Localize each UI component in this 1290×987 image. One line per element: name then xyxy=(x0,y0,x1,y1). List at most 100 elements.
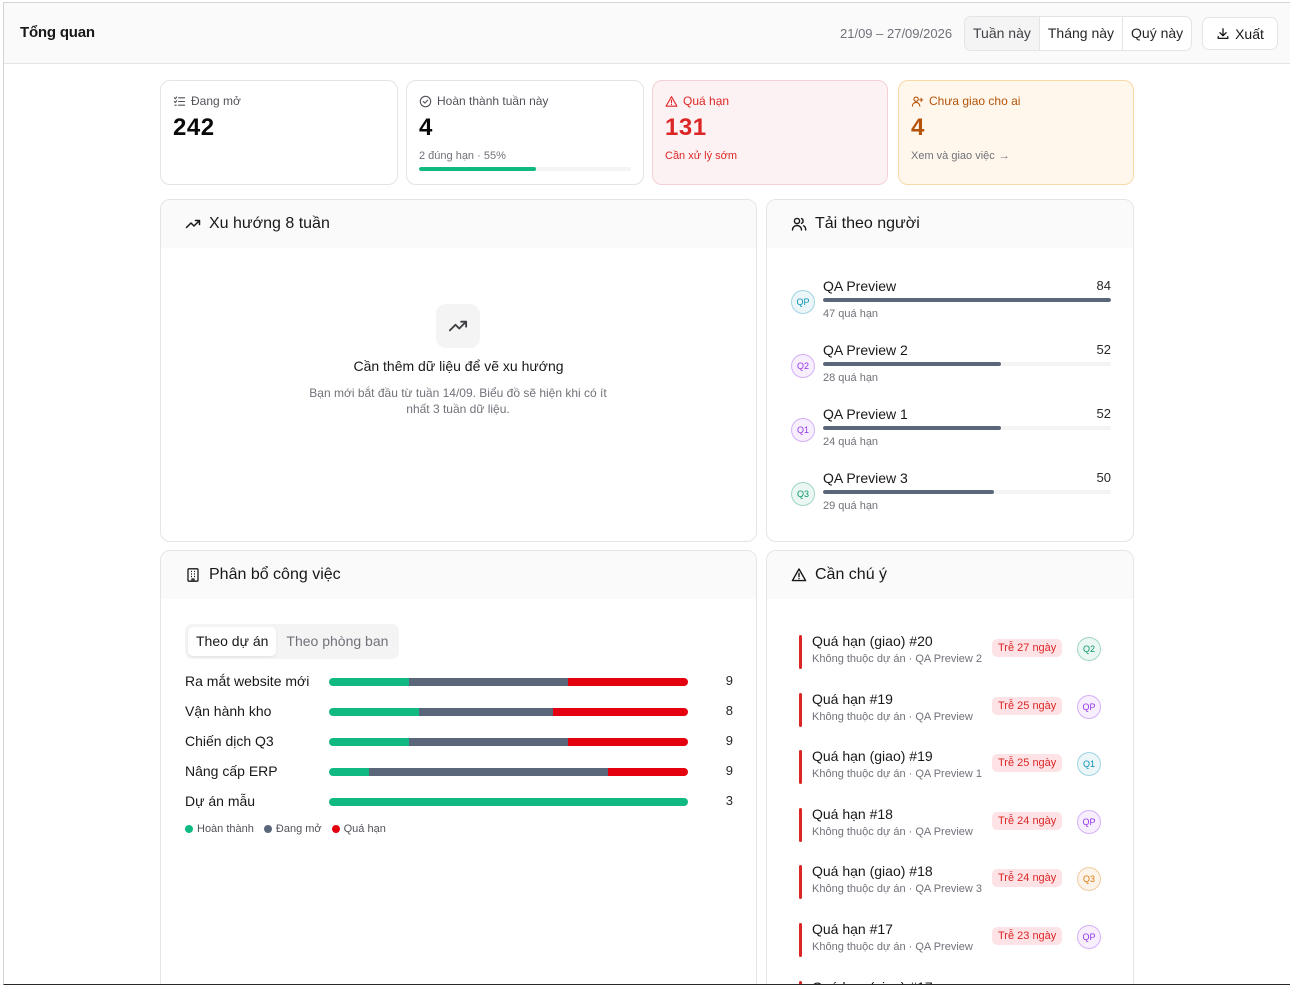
urgency-indicator xyxy=(799,750,802,785)
person-row[interactable]: Q2 QA Preview 2 52 28 quá hạn xyxy=(791,342,1111,398)
attention-item-title: Quá hạn (giao) #18 xyxy=(812,863,933,880)
tab-by-department[interactable]: Theo phòng ban xyxy=(286,633,389,649)
overdue-badge: Trễ 25 ngày xyxy=(992,754,1063,773)
stat-card-unassigned[interactable]: Chưa giao cho ai 4 Xem và giao việc → xyxy=(898,80,1134,185)
attention-item[interactable]: Quá hạn #17 Không thuộc dự án · QA Previe… xyxy=(799,921,1103,957)
attention-item-title: Quá hạn (giao) #19 xyxy=(812,748,933,765)
export-label: Xuất xyxy=(1235,25,1264,42)
bar-segment-overdue xyxy=(568,678,688,686)
stat-card-overdue[interactable]: Quá hạn 131 Cần xử lý sớm xyxy=(652,80,888,185)
distribution-title: Phân bổ công việc xyxy=(209,566,341,583)
person-overdue: 29 quá hạn xyxy=(823,500,879,512)
attention-item-title: Quá hạn #17 xyxy=(812,921,893,937)
urgency-indicator xyxy=(799,865,802,900)
avatar: QP xyxy=(1077,925,1101,949)
attention-item[interactable]: Quá hạn (giao) #19 Không thuộc dự án · QA… xyxy=(799,748,1103,785)
distribution-tabs: Theo dự án Theo phòng ban xyxy=(185,624,400,659)
overdue-badge: Trễ 24 ngày xyxy=(992,869,1063,888)
person-row[interactable]: Q3 QA Preview 3 50 29 quá hạn xyxy=(791,470,1111,526)
trend-empty-title: Cần thêm dữ liệu để vẽ xu hướng xyxy=(353,358,564,374)
stat-completed-sub: 2 đúng hạn · 55% xyxy=(419,150,506,162)
attention-item[interactable]: Quá hạn #19 Không thuộc dự án · QA Previe… xyxy=(799,691,1103,727)
user-plus-icon xyxy=(911,95,924,107)
stat-card-completed[interactable]: Hoàn thành tuần này 4 2 đúng hạn · 55% xyxy=(406,80,644,185)
stat-card-open[interactable]: Đang mở 242 xyxy=(160,80,398,185)
stat-unassigned-label: Chưa giao cho ai xyxy=(929,94,1021,108)
person-task-count: 52 xyxy=(1096,342,1111,357)
avatar: Q3 xyxy=(1077,867,1101,892)
period-this-week[interactable]: Tuần này xyxy=(965,17,1039,50)
stat-open-label: Đang mở xyxy=(191,94,241,108)
stacked-bar xyxy=(329,738,688,746)
stat-open-value: 242 xyxy=(173,114,215,141)
legend-label: Đang mở xyxy=(275,823,322,835)
avatar: Q2 xyxy=(791,354,815,378)
tab-by-project[interactable]: Theo dự án xyxy=(188,627,277,656)
distribution-panel: Phân bổ công việc Theo dự án Theo phòng … xyxy=(160,550,757,984)
attention-item[interactable]: Quá hạn (giao) #18 Không thuộc dự án · QA… xyxy=(799,863,1103,900)
legend-dot xyxy=(185,825,193,833)
bar-segment-overdue xyxy=(553,708,688,716)
avatar: Q1 xyxy=(1077,752,1101,777)
assign-link[interactable]: Xem và giao việc → xyxy=(911,150,1121,162)
person-overdue: 47 quá hạn xyxy=(823,308,879,320)
legend-label: Quá hạn xyxy=(343,823,386,835)
distribution-row[interactable]: Nâng cấp ERP 9 xyxy=(185,762,733,782)
stacked-bar xyxy=(329,708,688,716)
stat-overdue-value: 131 xyxy=(665,114,707,141)
attention-item-title: Quá hạn #19 xyxy=(812,690,893,707)
period-this-month[interactable]: Tháng này xyxy=(1038,17,1122,50)
completed-progress-fill xyxy=(419,167,536,171)
trend-empty-description: Bạn mới bắt đầu từ tuần 14/09. Biểu đồ s… xyxy=(309,386,607,416)
person-row[interactable]: QP QA Preview 84 47 quá hạn xyxy=(791,278,1111,334)
person-load-fill xyxy=(823,298,1111,302)
top-bar: Tổng quan 21/09 – 27/09/2026 Tuần này Th… xyxy=(4,3,1290,64)
avatar: QP xyxy=(791,290,815,314)
person-load-fill xyxy=(823,490,995,494)
legend-item: Hoàn thành xyxy=(185,823,254,835)
users-icon xyxy=(791,217,807,231)
attention-item-subtitle: Không thuộc dự án · QA Preview 1 xyxy=(812,768,983,781)
building-icon xyxy=(187,568,199,582)
bar-segment-open xyxy=(408,738,569,746)
period-selector: Tuần này Tháng này Quý này xyxy=(964,16,1193,51)
urgency-indicator xyxy=(799,692,802,727)
trending-up-icon xyxy=(448,320,468,332)
attention-item-subtitle: Không thuộc dự án · QA Preview xyxy=(812,710,973,723)
legend-label: Hoàn thành xyxy=(197,823,254,835)
overdue-badge: Trễ 27 ngày xyxy=(992,639,1063,657)
distribution-row[interactable]: Ra mắt website mới 9 xyxy=(185,672,733,692)
distribution-row[interactable]: Vận hành kho 8 xyxy=(185,702,733,722)
project-name: Vận hành kho xyxy=(185,703,272,719)
distribution-row[interactable]: Dự án mẫu 3 xyxy=(185,792,733,812)
attention-item[interactable]: Quá hạn (giao) #17 xyxy=(799,979,1103,984)
export-button[interactable]: Xuất xyxy=(1202,17,1278,50)
load-panel: Tải theo người QP QA Preview 84 47 quá hạn Q… xyxy=(766,199,1134,542)
attention-item[interactable]: Quá hạn (giao) #20 Không thuộc dự án · QA… xyxy=(799,633,1103,669)
distribution-row[interactable]: Chiến dịch Q3 9 xyxy=(185,732,733,752)
trend-panel: Xu hướng 8 tuần Cần thêm dữ liệu để vẽ x… xyxy=(160,199,757,542)
avatar: QP xyxy=(1077,809,1101,834)
overdue-badge: Trễ 24 ngày xyxy=(992,811,1063,830)
project-total: 8 xyxy=(725,703,733,718)
attention-item-subtitle: Không thuộc dự án · QA Preview xyxy=(812,825,973,838)
trending-up-icon xyxy=(185,219,201,229)
stacked-bar xyxy=(329,798,688,806)
bar-segment-completed xyxy=(329,708,419,716)
legend-item: Đang mở xyxy=(263,823,322,835)
attention-item-subtitle: Không thuộc dự án · QA Preview xyxy=(812,941,973,953)
avatar: Q2 xyxy=(1077,637,1101,661)
list-checks-icon xyxy=(173,95,186,106)
project-total: 9 xyxy=(725,673,733,688)
project-name: Chiến dịch Q3 xyxy=(185,733,274,749)
bar-segment-open xyxy=(408,678,569,686)
trend-title: Xu hướng 8 tuần xyxy=(209,215,330,232)
stat-overdue-sub: Cần xử lý sớm xyxy=(665,150,738,162)
assign-link-label: Xem và giao việc xyxy=(911,150,995,162)
completed-progress-bar xyxy=(419,167,631,171)
attention-item-title: Quá hạn (giao) #17 xyxy=(812,979,933,984)
attention-item[interactable]: Quá hạn #18 Không thuộc dự án · QA Previe… xyxy=(799,806,1103,842)
overdue-badge: Trễ 23 ngày xyxy=(992,927,1063,945)
person-row[interactable]: Q1 QA Preview 1 52 24 quá hạn xyxy=(791,406,1111,462)
period-this-quarter[interactable]: Quý này xyxy=(1122,17,1191,50)
